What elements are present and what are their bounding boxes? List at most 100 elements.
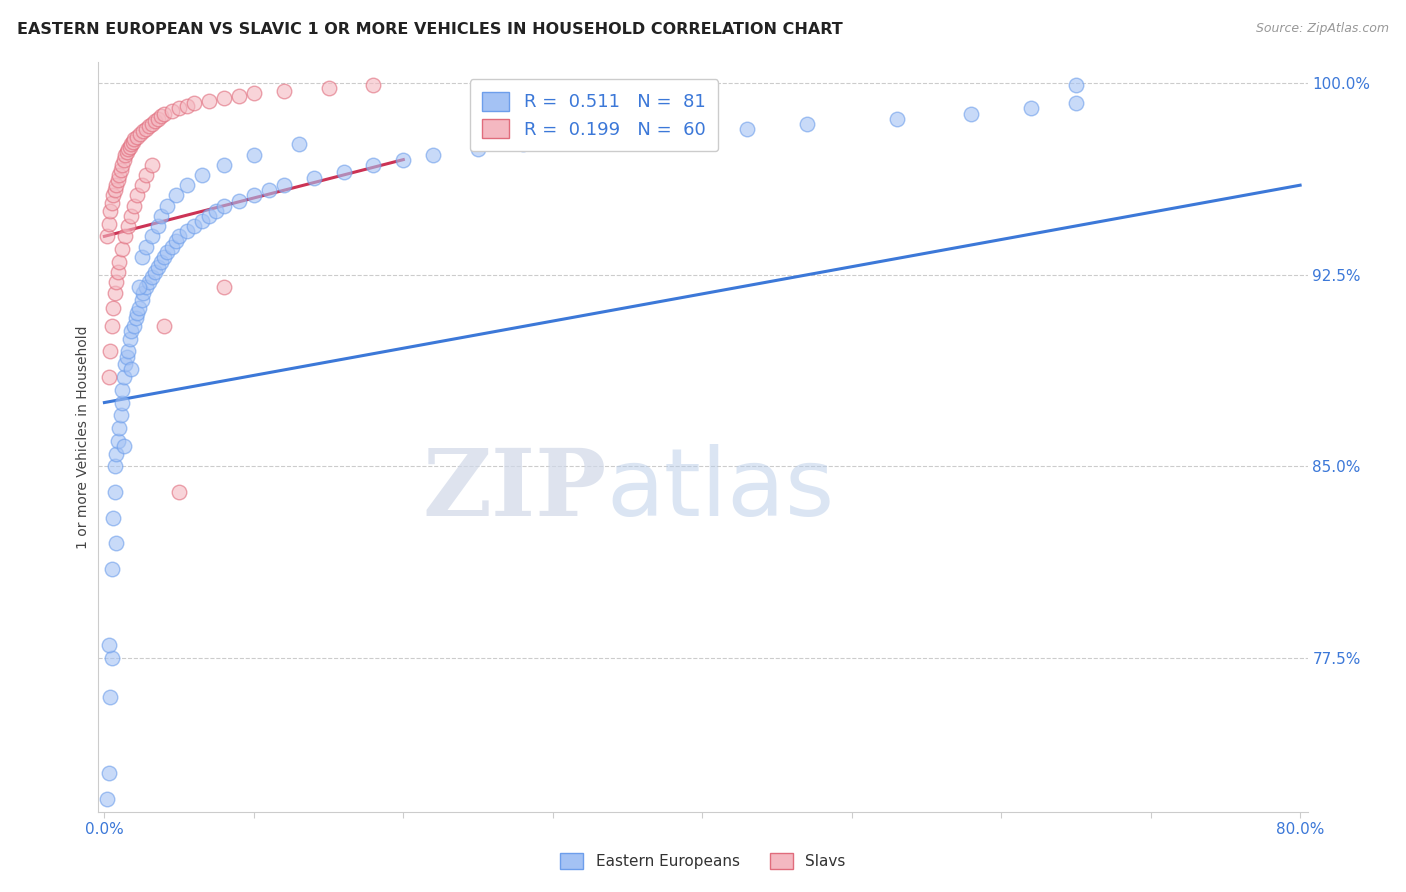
Legend: Eastern Europeans, Slavs: Eastern Europeans, Slavs — [554, 847, 852, 875]
Point — [104, 485, 127, 500]
Point — [212, 158, 235, 172]
Point — [97, 766, 120, 780]
Y-axis label: 1 or more Vehicles in Household: 1 or more Vehicles in Household — [76, 326, 90, 549]
Point — [138, 120, 160, 134]
Point — [512, 137, 534, 152]
Point — [165, 188, 187, 202]
Point — [96, 792, 118, 806]
Point — [160, 103, 183, 118]
Text: EASTERN EUROPEAN VS SLAVIC 1 OR MORE VEHICLES IN HOUSEHOLD CORRELATION CHART: EASTERN EUROPEAN VS SLAVIC 1 OR MORE VEH… — [17, 22, 842, 37]
Point — [176, 178, 198, 193]
Point — [105, 178, 128, 193]
Point — [105, 276, 128, 290]
Point — [97, 639, 120, 653]
Point — [796, 117, 818, 131]
Point — [190, 214, 212, 228]
Point — [1019, 102, 1042, 116]
Point — [127, 306, 149, 320]
Point — [120, 324, 142, 338]
Point — [111, 158, 134, 172]
Point — [243, 147, 266, 161]
Point — [108, 255, 131, 269]
Point — [143, 114, 166, 128]
Point — [150, 209, 173, 223]
Point — [156, 244, 179, 259]
Point — [160, 239, 183, 253]
Point — [138, 276, 160, 290]
Point — [363, 158, 385, 172]
Point — [127, 188, 149, 202]
Point — [118, 140, 141, 154]
Point — [117, 219, 139, 233]
Point — [243, 188, 266, 202]
Point — [104, 183, 127, 197]
Point — [273, 178, 295, 193]
Point — [100, 344, 122, 359]
Point — [111, 383, 134, 397]
Point — [165, 235, 187, 249]
Point — [112, 370, 135, 384]
Point — [117, 344, 139, 359]
Point — [100, 203, 122, 218]
Point — [150, 255, 173, 269]
Point — [141, 229, 163, 244]
Point — [287, 137, 309, 152]
Point — [228, 194, 250, 208]
Point — [363, 78, 385, 93]
Point — [212, 199, 235, 213]
Point — [120, 362, 142, 376]
Point — [176, 99, 198, 113]
Point — [167, 485, 190, 500]
Point — [141, 158, 163, 172]
Point — [112, 153, 135, 167]
Point — [101, 318, 124, 333]
Point — [101, 196, 124, 211]
Point — [107, 265, 129, 279]
Point — [198, 209, 221, 223]
Point — [112, 439, 135, 453]
Point — [135, 122, 157, 136]
Point — [103, 510, 125, 524]
Point — [103, 301, 125, 315]
Point — [97, 217, 120, 231]
Point — [212, 91, 235, 105]
Point — [302, 170, 325, 185]
Point — [205, 203, 228, 218]
Point — [108, 421, 131, 435]
Point — [228, 88, 250, 103]
Point — [150, 109, 173, 123]
Point — [886, 112, 908, 126]
Point — [129, 127, 152, 141]
Point — [273, 84, 295, 98]
Point — [131, 178, 153, 193]
Point — [141, 117, 163, 131]
Point — [392, 153, 415, 167]
Point — [318, 81, 340, 95]
Point — [153, 106, 176, 120]
Point — [467, 142, 489, 156]
Point — [120, 137, 142, 152]
Point — [104, 459, 127, 474]
Point — [110, 162, 132, 177]
Point — [128, 301, 150, 315]
Point — [103, 188, 125, 202]
Point — [101, 562, 124, 576]
Point — [143, 265, 166, 279]
Point — [135, 280, 157, 294]
Point — [125, 311, 148, 326]
Point — [153, 250, 176, 264]
Point — [661, 127, 683, 141]
Point — [101, 651, 124, 665]
Point — [111, 395, 134, 409]
Point — [108, 168, 131, 182]
Point — [96, 229, 118, 244]
Point — [167, 102, 190, 116]
Point — [156, 199, 179, 213]
Point — [243, 86, 266, 100]
Point — [117, 142, 139, 156]
Point — [121, 135, 143, 149]
Point — [120, 209, 142, 223]
Point — [105, 536, 128, 550]
Point — [124, 199, 146, 213]
Point — [114, 229, 136, 244]
